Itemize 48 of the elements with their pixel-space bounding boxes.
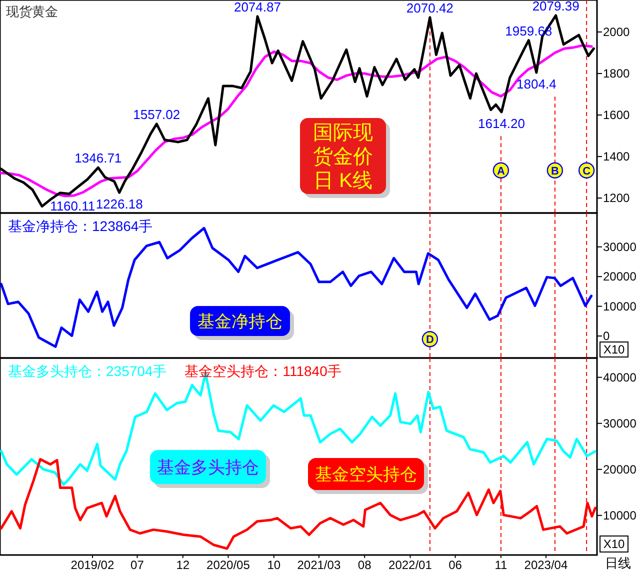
y-tick-label: 10000 bbox=[603, 508, 637, 522]
y-tick-label: 2000 bbox=[603, 24, 630, 39]
y-tick-label: 20000 bbox=[603, 462, 637, 476]
annotation: 基金多头持仓 bbox=[157, 458, 259, 477]
y-tick-label: 20000 bbox=[603, 270, 637, 284]
ref-line-label: D bbox=[426, 334, 434, 346]
text: 基金空头持仓：111840手 bbox=[184, 363, 342, 379]
chart-title: 现货黄金 bbox=[6, 4, 58, 19]
x-tick-label: 2020/05 bbox=[206, 558, 250, 570]
y-tick-label: 30000 bbox=[603, 416, 637, 430]
x-tick-label: 07 bbox=[130, 558, 144, 570]
y-tick-label: 30000 bbox=[603, 240, 637, 254]
y-tick-label: 40000 bbox=[603, 370, 637, 384]
text: X10 bbox=[603, 342, 625, 357]
ref-line-label: C bbox=[582, 165, 591, 178]
x-tick-label: 11 bbox=[494, 558, 508, 570]
series-label: 基金多头持仓：235704手 bbox=[8, 363, 167, 379]
annotation: 1226.18 bbox=[96, 196, 143, 212]
text: X10 bbox=[603, 537, 625, 552]
y-tick-label: 1200 bbox=[603, 191, 630, 206]
y-tick-label: 0 bbox=[603, 329, 610, 344]
x-tick-label: 08 bbox=[358, 558, 372, 570]
text: 日线 bbox=[605, 556, 631, 570]
annotation: 基金空头持仓 bbox=[315, 464, 417, 484]
y-tick-label: 1400 bbox=[603, 150, 630, 164]
annotation: 2079.39 bbox=[532, 0, 580, 14]
series-label: 基金净持仓：123864手 bbox=[8, 218, 153, 234]
annotation: 1804.4 bbox=[516, 76, 556, 92]
x-tick-label: 2021/03 bbox=[297, 558, 341, 570]
annotation: 1160.11 bbox=[50, 198, 96, 214]
ref-line-label: A bbox=[496, 165, 505, 178]
x-tick-label: 06 bbox=[448, 558, 462, 570]
y-tick-label: 1800 bbox=[603, 66, 630, 80]
x-tick-label: 12 bbox=[176, 558, 190, 570]
annotation: 国际现货金价日 K线 bbox=[313, 122, 373, 192]
x-tick-label: 10 bbox=[267, 558, 281, 570]
annotation: 2070.42 bbox=[406, 0, 454, 16]
x-tick-label: 2019/02 bbox=[70, 558, 114, 570]
y-tick-label: 10000 bbox=[603, 299, 637, 314]
y-tick-label: 1600 bbox=[603, 108, 630, 122]
x-tick-label: 2022/01 bbox=[388, 558, 432, 570]
annotation: 1614.20 bbox=[478, 116, 526, 132]
ref-line-label: B bbox=[550, 165, 559, 178]
annotation: 基金净持仓 bbox=[198, 312, 282, 331]
x-tick-label: 2023/04 bbox=[524, 558, 568, 570]
annotation: 1346.71 bbox=[74, 150, 122, 166]
annotation: 2074.87 bbox=[234, 0, 281, 14]
annotation: 1557.02 bbox=[133, 106, 180, 122]
